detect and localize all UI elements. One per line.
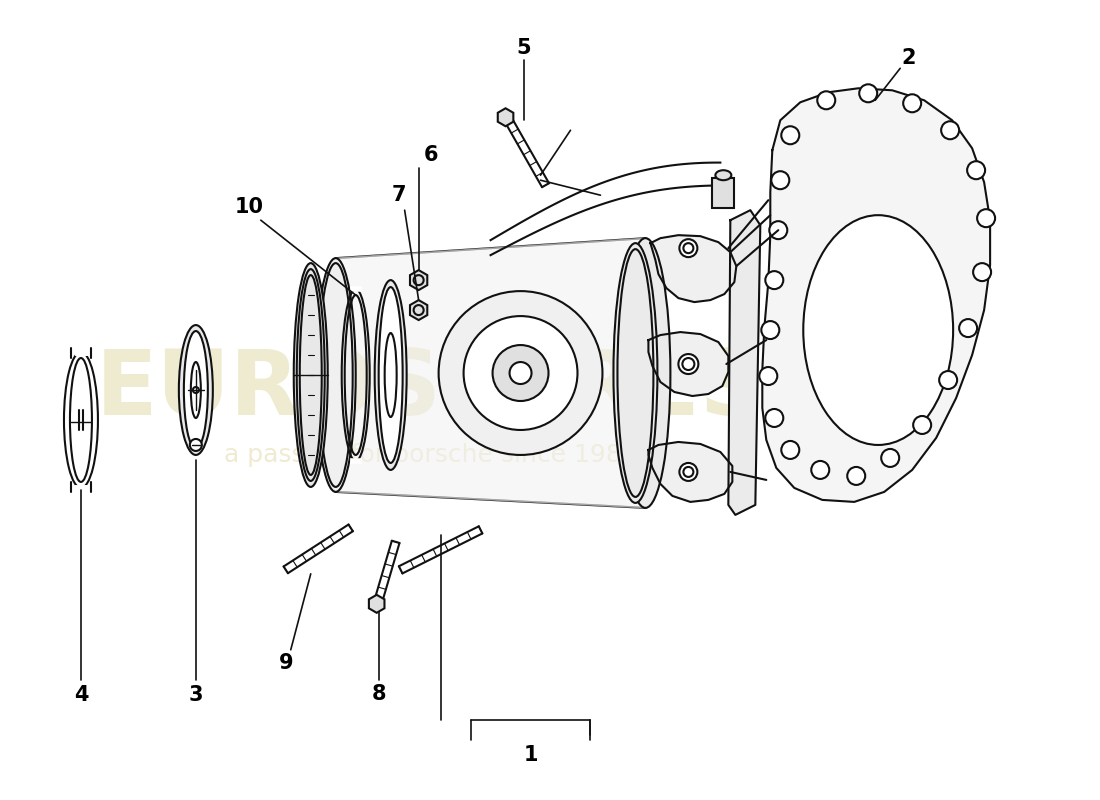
Circle shape	[913, 416, 932, 434]
Text: a passion for porsche since 1985: a passion for porsche since 1985	[224, 443, 637, 467]
Text: 7: 7	[392, 185, 406, 205]
Circle shape	[509, 362, 531, 384]
Text: 2: 2	[901, 48, 915, 68]
Circle shape	[859, 84, 877, 102]
Text: 8: 8	[372, 684, 386, 704]
Polygon shape	[368, 595, 385, 613]
Text: 5: 5	[516, 38, 531, 58]
Ellipse shape	[184, 331, 208, 449]
Circle shape	[812, 461, 829, 479]
Ellipse shape	[463, 316, 578, 430]
Text: 6: 6	[424, 146, 438, 166]
Ellipse shape	[179, 325, 212, 455]
Circle shape	[959, 319, 977, 337]
Circle shape	[679, 354, 699, 374]
Circle shape	[903, 94, 921, 112]
Circle shape	[939, 371, 957, 389]
Circle shape	[759, 367, 778, 385]
Polygon shape	[410, 300, 427, 320]
Circle shape	[766, 409, 783, 427]
Text: EUROSPARES: EUROSPARES	[96, 346, 766, 434]
Ellipse shape	[375, 280, 407, 470]
Bar	[713, 178, 735, 208]
Ellipse shape	[439, 291, 603, 455]
Circle shape	[781, 126, 800, 144]
Text: 10: 10	[234, 197, 263, 217]
Text: 4: 4	[74, 685, 88, 705]
Text: 3: 3	[188, 685, 204, 705]
Circle shape	[761, 321, 779, 339]
Circle shape	[942, 122, 959, 139]
Polygon shape	[648, 332, 728, 396]
Circle shape	[771, 171, 790, 189]
Text: 9: 9	[278, 653, 293, 673]
Ellipse shape	[316, 258, 355, 492]
Circle shape	[192, 387, 199, 393]
Ellipse shape	[493, 345, 549, 401]
Circle shape	[766, 271, 783, 289]
Polygon shape	[336, 238, 646, 508]
Circle shape	[781, 441, 800, 459]
Polygon shape	[762, 88, 990, 502]
Ellipse shape	[614, 243, 658, 503]
Circle shape	[680, 463, 697, 481]
Polygon shape	[410, 270, 427, 290]
Circle shape	[977, 209, 996, 227]
Polygon shape	[650, 235, 736, 302]
Ellipse shape	[715, 170, 732, 180]
Ellipse shape	[378, 287, 403, 463]
Text: 1: 1	[524, 745, 538, 765]
Circle shape	[817, 91, 835, 110]
Circle shape	[680, 239, 697, 257]
Polygon shape	[498, 108, 514, 126]
Polygon shape	[648, 442, 733, 502]
Circle shape	[847, 467, 866, 485]
Ellipse shape	[803, 215, 953, 445]
Ellipse shape	[620, 238, 670, 508]
Circle shape	[967, 162, 986, 179]
Circle shape	[974, 263, 991, 281]
Circle shape	[881, 449, 899, 467]
Ellipse shape	[294, 263, 328, 487]
Polygon shape	[728, 210, 760, 515]
Circle shape	[769, 221, 788, 239]
Circle shape	[190, 439, 201, 451]
